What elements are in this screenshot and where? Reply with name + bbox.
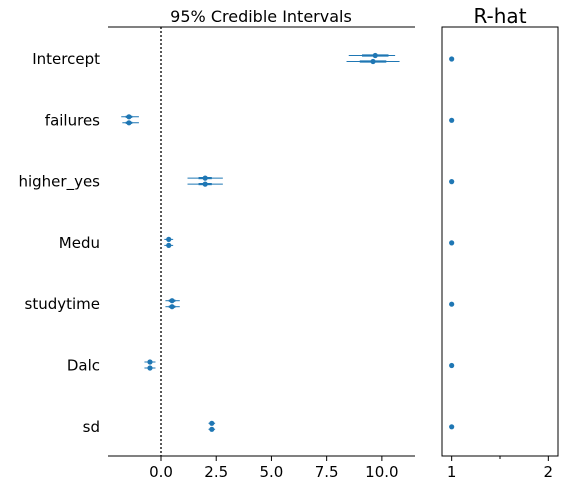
param-label: Intercept (32, 50, 100, 68)
rhat-point (449, 424, 454, 429)
param-label: studytime (25, 295, 101, 313)
param-label: sd (83, 418, 100, 436)
ci-series (121, 53, 399, 432)
mean-point (166, 243, 171, 248)
ci-x-tick-label: 10.0 (365, 463, 398, 481)
mean-point (166, 237, 171, 242)
rhat-x-tick-label: 2 (544, 463, 554, 481)
ci-panel-title: 95% Credible Intervals (170, 7, 352, 26)
rhat-x-tick-label: 1 (447, 463, 457, 481)
ci-y-axis: Intercept failures higher_yes Medu studytime… (18, 50, 100, 436)
param-label: Dalc (67, 357, 100, 375)
mean-point (209, 421, 214, 426)
rhat-point (449, 363, 454, 368)
rhat-point (449, 179, 454, 184)
ci-x-axis: 0.0 2.5 5.0 7.5 10.0 (149, 456, 398, 481)
param-label: higher_yes (18, 173, 100, 192)
rhat-point (449, 118, 454, 123)
mean-point (203, 182, 208, 187)
ci-x-tick-label: 0.0 (149, 463, 173, 481)
rhat-point (449, 302, 454, 307)
mean-point (209, 427, 214, 432)
param-label: Medu (59, 234, 100, 252)
ci-x-tick-label: 2.5 (204, 463, 228, 481)
mean-point (203, 176, 208, 181)
param-label: failures (45, 111, 100, 129)
rhat-point (449, 240, 454, 245)
rhat-point (449, 56, 454, 61)
mean-point (126, 120, 131, 125)
mean-point (126, 114, 131, 119)
rhat-panel-title: R-hat (473, 4, 526, 28)
mean-point (169, 304, 174, 309)
mean-point (370, 59, 375, 64)
mean-point (147, 365, 152, 370)
mean-point (169, 298, 174, 303)
credible-intervals-panel: 95% Credible Intervals 0.0 2.5 5.0 7.5 10.0 … (18, 7, 415, 481)
ci-x-tick-label: 7.5 (315, 463, 339, 481)
mean-point (147, 359, 152, 364)
rhat-frame (442, 27, 558, 456)
ci-x-tick-label: 5.0 (260, 463, 284, 481)
rhat-series (449, 56, 454, 429)
mean-point (373, 53, 378, 58)
